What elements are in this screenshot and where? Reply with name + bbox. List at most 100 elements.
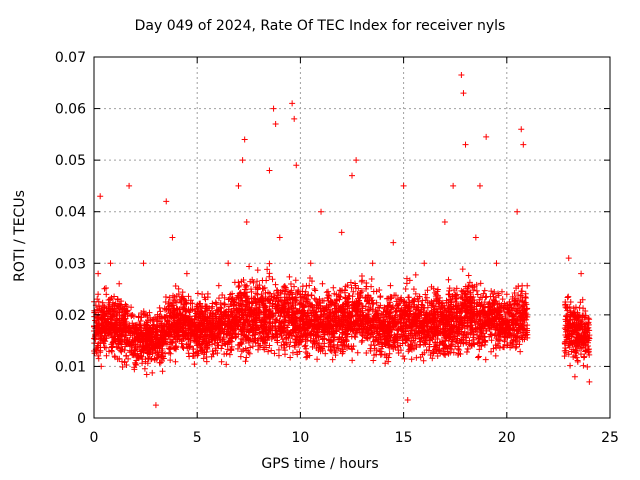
roti-sample-marker <box>206 319 213 326</box>
roti-sample-marker <box>247 321 254 328</box>
roti-sample-marker <box>266 260 273 267</box>
roti-sample-marker <box>103 291 110 298</box>
roti-sample-marker <box>464 303 471 310</box>
roti-sample-marker <box>481 287 488 294</box>
roti-sample-marker <box>266 273 273 280</box>
roti-sample-marker <box>166 302 173 309</box>
roti-sample-marker <box>92 333 99 340</box>
roti-sample-marker <box>405 294 412 301</box>
roti-sample-marker <box>309 343 316 350</box>
roti-sample-marker <box>250 279 257 286</box>
roti-sample-marker <box>390 338 397 345</box>
roti-sample-marker <box>108 348 115 355</box>
roti-sample-marker <box>359 316 366 323</box>
roti-sample-marker <box>464 345 471 352</box>
roti-sample-marker <box>470 334 477 341</box>
roti-sample-marker <box>442 337 449 344</box>
roti-sample-marker <box>388 294 395 301</box>
roti-sample-marker <box>170 327 177 334</box>
roti-sample-marker <box>354 349 361 356</box>
roti-sample-marker <box>446 285 453 292</box>
roti-sample-marker <box>524 282 531 289</box>
roti-sample-marker <box>128 304 135 311</box>
roti-sample-marker <box>155 331 162 338</box>
roti-sample-marker <box>310 339 317 346</box>
roti-sample-marker <box>467 294 474 301</box>
roti-sample-marker <box>258 291 265 298</box>
roti-sample-marker <box>159 368 166 375</box>
roti-sample-marker <box>212 347 219 354</box>
roti-sample-marker <box>413 354 420 361</box>
roti-sample-marker <box>246 263 253 270</box>
roti-sample-marker <box>454 335 461 342</box>
roti-sample-marker <box>414 322 421 329</box>
roti-sample-marker <box>341 286 348 293</box>
roti-sample-marker <box>116 309 123 316</box>
roti-sample-marker <box>159 345 166 352</box>
roti-sample-marker <box>263 307 270 314</box>
roti-sample-marker <box>288 313 295 320</box>
roti-sample-marker <box>492 342 499 349</box>
roti-sample-marker <box>167 309 174 316</box>
roti-sample-marker <box>519 297 526 304</box>
roti-sample-marker <box>428 325 435 332</box>
roti-sample-marker <box>156 304 163 311</box>
roti-sample-marker <box>522 294 529 301</box>
roti-sample-marker <box>489 290 496 297</box>
roti-sample-marker <box>116 280 123 287</box>
roti-sample-marker <box>373 288 380 295</box>
roti-sample-marker <box>223 361 230 368</box>
roti-sample-marker <box>435 347 442 354</box>
roti-sample-marker <box>506 322 513 329</box>
roti-sample-marker <box>237 353 244 360</box>
roti-sample-marker <box>443 334 450 341</box>
roti-sample-marker <box>316 296 323 303</box>
roti-sample-marker <box>407 330 414 337</box>
roti-sample-marker <box>356 297 363 304</box>
roti-sample-marker <box>465 272 472 279</box>
roti-sample-marker <box>118 348 125 355</box>
roti-sample-marker <box>447 326 454 333</box>
roti-sample-marker <box>183 301 190 308</box>
roti-sample-marker <box>477 280 484 287</box>
roti-sample-marker <box>501 338 508 345</box>
roti-sample-marker <box>111 301 118 308</box>
roti-sample-marker <box>197 304 204 311</box>
roti-sample-marker <box>271 350 278 357</box>
roti-sample-marker <box>505 309 512 316</box>
roti-sample-marker <box>147 331 154 338</box>
roti-sample-marker <box>292 277 299 284</box>
roti-sample-marker <box>241 332 248 339</box>
roti-sample-marker <box>272 298 279 305</box>
roti-sample-marker <box>465 283 472 290</box>
roti-sample-marker <box>134 321 141 328</box>
roti-sample-marker <box>120 312 127 319</box>
roti-sample-marker <box>96 303 103 310</box>
roti-sample-marker <box>246 350 253 357</box>
roti-sample-marker <box>301 304 308 311</box>
roti-sample-marker <box>373 334 380 341</box>
roti-sample-marker <box>348 345 355 352</box>
roti-sample-marker <box>379 320 386 327</box>
roti-sample-marker <box>408 356 415 363</box>
roti-sample-marker <box>209 348 216 355</box>
roti-sample-marker <box>269 323 276 330</box>
roti-sample-marker <box>169 326 176 333</box>
roti-sample-marker <box>454 351 461 358</box>
roti-sample-marker <box>386 299 393 306</box>
roti-sample-marker <box>509 331 516 338</box>
roti-sample-marker <box>256 342 263 349</box>
roti-sample-marker <box>203 354 210 361</box>
roti-sample-marker <box>168 332 175 339</box>
roti-sample-marker <box>354 291 361 298</box>
roti-sample-marker <box>347 279 354 286</box>
roti-sample-marker <box>335 292 342 299</box>
roti-sample-marker <box>199 291 206 298</box>
roti-sample-marker <box>259 285 266 292</box>
roti-sample-marker <box>519 282 526 289</box>
roti-sample-marker <box>131 334 138 341</box>
roti-sample-marker <box>166 321 173 328</box>
roti-sample-marker <box>254 285 261 292</box>
roti-sample-marker <box>236 282 243 289</box>
roti-sample-marker <box>370 357 377 364</box>
